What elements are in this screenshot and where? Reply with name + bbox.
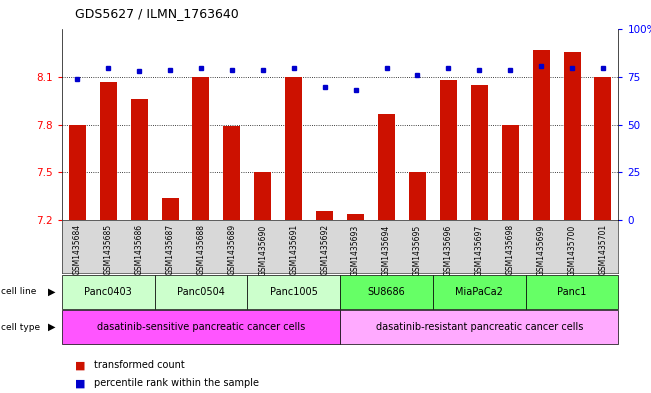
Bar [340,310,618,344]
Text: GSM1435684: GSM1435684 [73,224,82,275]
Text: GSM1435688: GSM1435688 [197,224,206,275]
Text: GSM1435695: GSM1435695 [413,224,422,275]
Text: ■: ■ [75,360,85,371]
Bar [255,173,271,220]
Text: GSM1435698: GSM1435698 [506,224,515,275]
Bar [69,125,86,220]
Text: dasatinib-resistant pancreatic cancer cells: dasatinib-resistant pancreatic cancer ce… [376,322,583,332]
Text: GSM1435701: GSM1435701 [598,224,607,275]
Text: transformed count: transformed count [94,360,185,371]
Text: GSM1435685: GSM1435685 [104,224,113,275]
Text: GSM1435697: GSM1435697 [475,224,484,275]
Bar [440,80,457,220]
Bar [316,211,333,220]
Text: GSM1435690: GSM1435690 [258,224,268,275]
Bar [347,214,364,220]
Bar [409,173,426,220]
Text: GSM1435686: GSM1435686 [135,224,144,275]
Text: GSM1435696: GSM1435696 [444,224,453,275]
Bar [285,77,302,220]
Text: percentile rank within the sample: percentile rank within the sample [94,378,259,388]
Bar [62,310,340,344]
Text: GSM1435699: GSM1435699 [536,224,546,275]
Bar [100,82,117,220]
Text: GSM1435700: GSM1435700 [568,224,577,275]
Text: GSM1435691: GSM1435691 [289,224,298,275]
Text: dasatinib-sensitive pancreatic cancer cells: dasatinib-sensitive pancreatic cancer ce… [97,322,305,332]
Text: ■: ■ [75,378,85,388]
Text: ▶: ▶ [48,322,55,332]
Bar [131,99,148,220]
Bar [247,275,340,309]
Text: Panc1: Panc1 [557,287,587,297]
Text: cell line: cell line [1,287,36,296]
Bar [533,50,549,220]
Bar [564,52,581,220]
Bar [340,275,433,309]
Bar [433,275,525,309]
Bar [154,275,247,309]
Text: GSM1435693: GSM1435693 [351,224,360,275]
Text: GSM1435692: GSM1435692 [320,224,329,275]
Text: GSM1435689: GSM1435689 [227,224,236,275]
Text: GSM1435687: GSM1435687 [165,224,174,275]
Bar [525,275,618,309]
Text: Panc0403: Panc0403 [85,287,132,297]
Bar [161,198,178,220]
Text: GDS5627 / ILMN_1763640: GDS5627 / ILMN_1763640 [75,7,239,20]
Text: Panc0504: Panc0504 [177,287,225,297]
Bar [193,77,210,220]
Bar [223,127,240,220]
Text: ▶: ▶ [48,287,55,297]
Bar [471,85,488,220]
Bar [62,275,154,309]
Text: GSM1435694: GSM1435694 [382,224,391,275]
Bar [594,77,611,220]
Text: cell type: cell type [1,323,40,332]
Bar [502,125,519,220]
Text: SU8686: SU8686 [368,287,406,297]
Text: Panc1005: Panc1005 [270,287,318,297]
Text: MiaPaCa2: MiaPaCa2 [455,287,503,297]
Bar [378,114,395,220]
